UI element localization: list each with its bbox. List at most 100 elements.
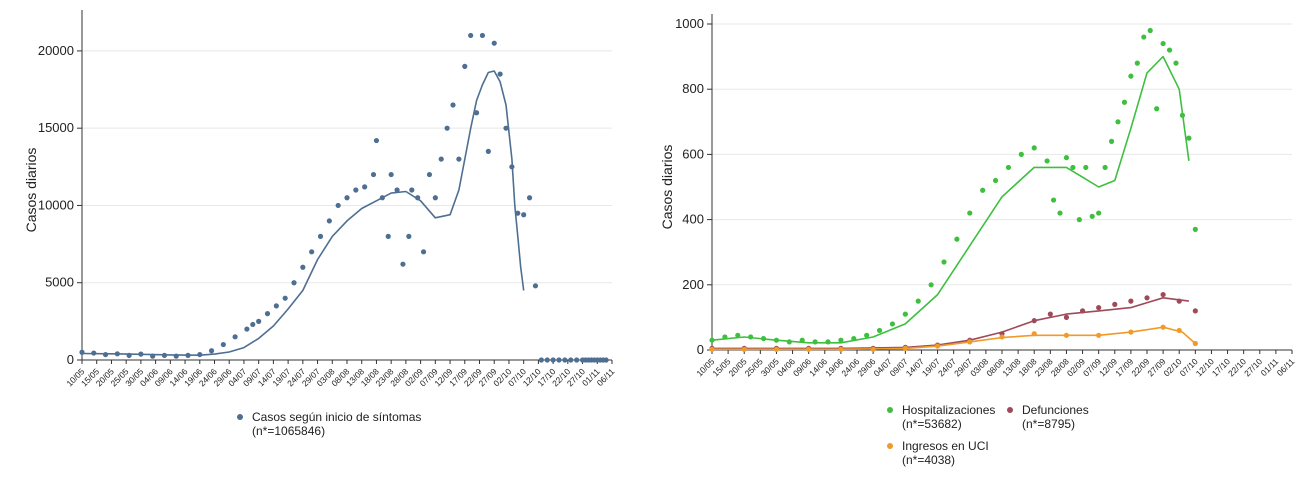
hospitalizaciones-point	[903, 312, 908, 317]
defunciones-point	[1112, 302, 1117, 307]
x-tick-label: 06/11	[1275, 356, 1297, 378]
casos-seg-n-inicio-de-s-ntomas-point	[221, 342, 226, 347]
casos-seg-n-inicio-de-s-ntomas-point	[274, 303, 279, 308]
defunciones-point	[1048, 312, 1053, 317]
casos-seg-n-inicio-de-s-ntomas-point	[386, 234, 391, 239]
casos-seg-n-inicio-de-s-ntomas-point	[389, 172, 394, 177]
casos-seg-n-inicio-de-s-ntomas-point	[427, 172, 432, 177]
casos-seg-n-inicio-de-s-ntomas-point	[527, 195, 532, 200]
hospitalizaciones-point	[1045, 158, 1050, 163]
defunciones-legend-count: (n*=8795)	[1022, 417, 1075, 431]
hospitalizaciones-point	[1019, 152, 1024, 157]
hospitalizaciones-point	[890, 321, 895, 326]
casos-seg-n-inicio-de-s-ntomas-point	[556, 357, 561, 362]
casos-seg-n-inicio-de-s-ntomas-point	[318, 234, 323, 239]
casos-seg-n-inicio-de-s-ntomas-point	[445, 126, 450, 131]
casos-seg-n-inicio-de-s-ntomas-point	[574, 357, 579, 362]
hospitalizaciones-point	[1115, 119, 1120, 124]
casos-seg-n-inicio-de-s-ntomas-point	[406, 234, 411, 239]
hospitalizaciones-point	[1167, 47, 1172, 52]
hospitalizaciones-point	[1122, 100, 1127, 105]
hospitalizaciones-point	[993, 178, 998, 183]
hospitalizaciones-point	[980, 188, 985, 193]
y-tick-label: 0	[697, 342, 704, 357]
hospitalizaciones-point	[813, 339, 818, 344]
casos-seg-n-inicio-de-s-ntomas-point	[371, 172, 376, 177]
hospitalizaciones-legend-marker	[887, 407, 893, 413]
casos-seg-n-inicio-de-s-ntomas-point	[551, 357, 556, 362]
hospitalizaciones-point	[825, 339, 830, 344]
casos-seg-n-inicio-de-s-ntomas-point	[103, 352, 108, 357]
hospitalizaciones-line	[712, 57, 1189, 343]
casos-seg-n-inicio-de-s-ntomas-point	[492, 41, 497, 46]
defunciones-point	[1096, 305, 1101, 310]
y-tick-label: 15000	[38, 120, 74, 135]
defunciones-point	[1128, 299, 1133, 304]
ingresos-en-uci-legend-label: Ingresos en UCI	[902, 439, 989, 453]
casos-seg-n-inicio-de-s-ntomas-legend-label: Casos según inicio de síntomas	[252, 410, 421, 424]
y-tick-label: 20000	[38, 43, 74, 58]
hospitalizaciones-point	[1051, 197, 1056, 202]
hospitalizaciones-point	[941, 259, 946, 264]
casos-seg-n-inicio-de-s-ntomas-point	[400, 262, 405, 267]
hospitalizaciones-point	[1128, 74, 1133, 79]
y-tick-label: 600	[682, 146, 704, 161]
casos-seg-n-inicio-de-s-ntomas-legend-marker	[237, 414, 243, 420]
casos-seg-n-inicio-de-s-ntomas-point	[539, 357, 544, 362]
casos-seg-n-inicio-de-s-ntomas-legend-count: (n*=1065846)	[252, 424, 325, 438]
casos-seg-n-inicio-de-s-ntomas-point	[353, 187, 358, 192]
hospitalizaciones-point	[1141, 34, 1146, 39]
casos-seg-n-inicio-de-s-ntomas-point	[433, 195, 438, 200]
casos-seg-n-inicio-de-s-ntomas-point	[421, 249, 426, 254]
casos-seg-n-inicio-de-s-ntomas-point	[327, 218, 332, 223]
hospitalizaciones-point	[1057, 210, 1062, 215]
defunciones-legend-marker	[1007, 407, 1013, 413]
casos-seg-n-inicio-de-s-ntomas-point	[256, 319, 261, 324]
casos-seg-n-inicio-de-s-ntomas-point	[374, 138, 379, 143]
left-chart-panel: 0 5000 10000 15000 20000 10/05 15/05 20/05 25/05…	[0, 0, 630, 470]
hospitalizaciones-legend-count: (n*=53682)	[902, 417, 962, 431]
hospitalizaciones-point	[1148, 28, 1153, 33]
ingresos-en-uci-line	[712, 327, 1195, 349]
casos-seg-n-inicio-de-s-ntomas-point	[309, 249, 314, 254]
left-chart: 0500010000150002000010/0515/0520/0525/05…	[0, 0, 630, 470]
y-tick-label: 1000	[675, 16, 704, 31]
hospitalizaciones-point	[967, 210, 972, 215]
casos-seg-n-inicio-de-s-ntomas-point	[450, 102, 455, 107]
casos-seg-n-inicio-de-s-ntomas-point	[344, 195, 349, 200]
casos-seg-n-inicio-de-s-ntomas-point	[409, 187, 414, 192]
casos-seg-n-inicio-de-s-ntomas-point	[456, 156, 461, 161]
casos-seg-n-inicio-de-s-ntomas-point	[233, 334, 238, 339]
y-tick-label: 200	[682, 277, 704, 292]
y-tick-label: 10000	[38, 197, 74, 212]
casos-seg-n-inicio-de-s-ntomas-point	[568, 357, 573, 362]
hospitalizaciones-legend-label: Hospitalizaciones	[902, 403, 995, 417]
casos-seg-n-inicio-de-s-ntomas-line	[82, 71, 524, 355]
casos-seg-n-inicio-de-s-ntomas-point	[480, 33, 485, 38]
y-axis-label: Casos diarios	[659, 145, 675, 230]
hospitalizaciones-point	[1109, 139, 1114, 144]
casos-seg-n-inicio-de-s-ntomas-point	[291, 280, 296, 285]
hospitalizaciones-point	[1154, 106, 1159, 111]
ingresos-en-uci-legend-marker	[887, 443, 893, 449]
casos-seg-n-inicio-de-s-ntomas-point	[468, 33, 473, 38]
hospitalizaciones-point	[1173, 61, 1178, 66]
casos-seg-n-inicio-de-s-ntomas-point	[362, 184, 367, 189]
casos-seg-n-inicio-de-s-ntomas-point	[250, 322, 255, 327]
hospitalizaciones-point	[929, 282, 934, 287]
casos-seg-n-inicio-de-s-ntomas-point	[336, 203, 341, 208]
defunciones-point	[1144, 295, 1149, 300]
hospitalizaciones-point	[1193, 227, 1198, 232]
casos-seg-n-inicio-de-s-ntomas-point	[244, 326, 249, 331]
casos-seg-n-inicio-de-s-ntomas-point	[498, 71, 503, 76]
hospitalizaciones-point	[1006, 165, 1011, 170]
hospitalizaciones-point	[1090, 214, 1095, 219]
hospitalizaciones-point	[877, 328, 882, 333]
casos-seg-n-inicio-de-s-ntomas-point	[604, 357, 609, 362]
casos-seg-n-inicio-de-s-ntomas-point	[545, 357, 550, 362]
casos-seg-n-inicio-de-s-ntomas-point	[209, 348, 214, 353]
hospitalizaciones-point	[1064, 155, 1069, 160]
hospitalizaciones-point	[1083, 165, 1088, 170]
hospitalizaciones-point	[1096, 210, 1101, 215]
casos-seg-n-inicio-de-s-ntomas-point	[283, 296, 288, 301]
